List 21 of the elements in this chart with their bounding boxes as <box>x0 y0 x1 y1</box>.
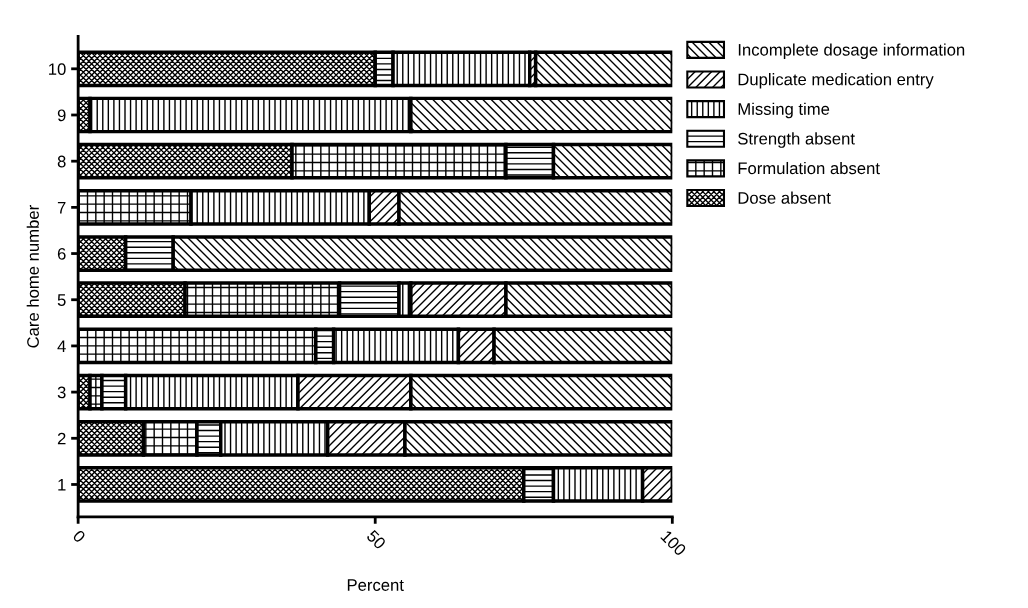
legend-label: Incomplete dosage information <box>738 43 965 59</box>
x-tick-label: 100 <box>660 529 687 557</box>
y-tick-label: 2 <box>57 432 66 445</box>
y-axis-title: Care home number <box>26 205 39 348</box>
x-axis-title: Percent <box>347 579 404 591</box>
legend-label: Formulation absent <box>738 161 880 175</box>
y-tick-label: 8 <box>57 155 66 168</box>
y-tick-label: 7 <box>57 201 66 214</box>
y-tick-label: 9 <box>57 109 66 122</box>
legend-label: Dose absent <box>738 191 831 204</box>
legend-label: Strength absent <box>738 132 855 148</box>
legend-label: Duplicate medication entry <box>738 73 934 89</box>
legend-label: Missing time <box>738 102 830 119</box>
x-tick-label: 0 <box>72 529 87 544</box>
y-tick-label: 6 <box>57 247 66 260</box>
y-tick-label: 3 <box>57 386 66 399</box>
y-tick-label: 1 <box>58 479 66 491</box>
x-tick-label: 50 <box>365 529 387 550</box>
y-tick-label: 10 <box>49 63 66 76</box>
y-tick-label: 5 <box>57 294 66 306</box>
y-tick-label: 4 <box>57 340 66 352</box>
